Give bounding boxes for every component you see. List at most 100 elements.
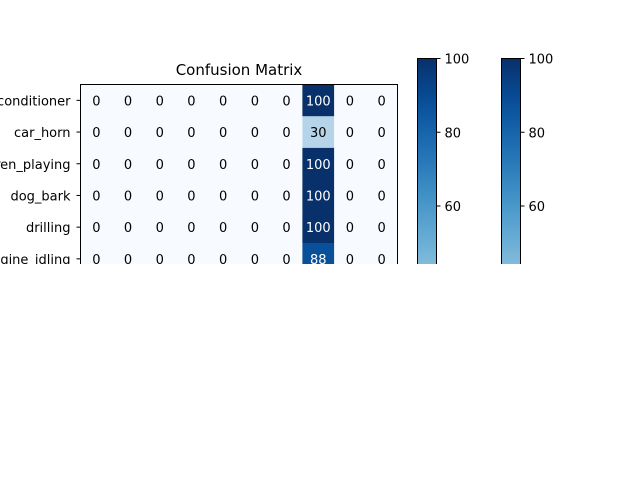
colorbar-tick-label: 60 [529,200,546,215]
cell-value-label: 0 [282,94,290,109]
cell-value-label: 0 [187,126,195,141]
cell-value-label: 0 [282,158,290,173]
heatmap-cell [239,179,272,212]
cell-value-label: 0 [156,221,164,236]
heatmap-cell [365,84,399,117]
heatmap-matrix: 0 0 0 0 0 0 0 100 0 0 0 0 0 0 0 0 0 30 0 0 0 0 0 0 0 0 0 100 0 0 0 0 0 0 0… [80,84,399,268]
colorbar-tick-label: 60 [445,200,462,215]
cell-value-label: 0 [346,126,354,141]
cell-value-label: 0 [378,94,386,109]
heatmap-cell [365,147,399,181]
heatmap-cell [143,84,177,117]
cell-value-label: 0 [282,189,290,204]
cell-value-label: 0 [92,221,100,236]
cell-value-label: 100 [306,189,331,204]
cell-value-label: 0 [378,253,386,268]
heatmap-cell [270,147,303,181]
cell-value-label: 0 [92,126,100,141]
heatmap-cell [207,147,240,181]
heatmap-cell [112,179,145,212]
colorbar [501,58,521,264]
heatmap-cell [207,211,240,244]
heatmap-cell [302,243,335,264]
cell-value-label: 0 [187,253,195,268]
cell-value-label: 0 [187,94,195,109]
cell-value-label: 0 [156,94,164,109]
cell-value-label: 0 [156,189,164,204]
heatmap-cell [239,211,272,244]
heatmap-cell [365,243,399,264]
heatmap-cell [143,179,177,212]
heatmap-cell [365,116,399,149]
cell-value-label: 0 [378,221,386,236]
cell-value-label: 0 [282,126,290,141]
cell-value-label: 0 [219,126,227,141]
cell-value-label: 0 [124,158,132,173]
cell-value-label: 0 [378,158,386,173]
cell-value-label: 0 [346,221,354,236]
cell-value-label: 0 [346,158,354,173]
cell-value-label: 0 [251,189,259,204]
cell-value-label: 0 [124,94,132,109]
heatmap-cell [302,84,335,117]
heatmap-cell [239,147,272,181]
cell-value-label: 0 [251,158,259,173]
heatmap-cell [112,147,145,181]
row-label: dog_bark [10,189,71,204]
cell-value-label: 0 [124,189,132,204]
cell-value-label: 0 [187,158,195,173]
heatmap-cell [302,116,335,149]
colorbar-tick-label: 100 [529,53,554,68]
cell-value-label: 0 [346,189,354,204]
heatmap-cell [334,116,367,149]
colorbars: 60 80 100 60 80 100 [417,53,554,264]
row-labels: air_conditioner car_horn children_playingd… [0,94,81,264]
heatmap-cell [334,147,367,181]
cell-value-label: 0 [187,189,195,204]
heatmap-cell [365,211,399,244]
cell-value-label: 0 [156,126,164,141]
heatmap-cell [270,179,303,212]
cell-value-label: 0 [124,126,132,141]
colorbar-tick-label: 80 [529,126,546,141]
cell-value-label: 0 [251,94,259,109]
matrix-frame [80,84,398,264]
row-label: air_conditioner [0,94,71,109]
cell-value-label: 0 [346,253,354,268]
cell-value-label: 0 [251,221,259,236]
cell-value-label: 0 [219,94,227,109]
heatmap-cell [143,243,177,264]
heatmap-cell [80,116,113,149]
heatmap-cell [239,243,272,264]
heatmap-cell [302,179,335,212]
cell-value-label: 0 [219,221,227,236]
cell-value-label: 0 [378,189,386,204]
cell-value-label: 0 [92,253,100,268]
heatmap-cell [334,211,367,244]
heatmap-cell [175,243,208,264]
row-label: children_playing [0,158,71,173]
cell-value-label: 0 [219,158,227,173]
colorbar-tick-label: 100 [445,53,470,68]
heatmap-cell [334,84,367,117]
heatmap-cell [175,147,208,181]
heatmap-cell [302,147,335,181]
heatmap-cell [175,179,208,212]
cell-value-label: 0 [92,189,100,204]
heatmap-cell [80,211,113,244]
heatmap-cell [207,116,240,149]
heatmap-cell [239,84,272,117]
cell-value-label: 0 [187,221,195,236]
cell-value-label: 0 [251,126,259,141]
cell-value-label: 100 [306,221,331,236]
heatmap-cell [112,116,145,149]
heatmap-cell [334,243,367,264]
heatmap-cell [207,243,240,264]
heatmap-cell [239,116,272,149]
colorbar-tick-label: 80 [445,126,462,141]
cell-value-label: 0 [156,253,164,268]
cell-value-label: 0 [124,221,132,236]
heatmap-cell [112,211,145,244]
cell-value-label: 0 [124,253,132,268]
